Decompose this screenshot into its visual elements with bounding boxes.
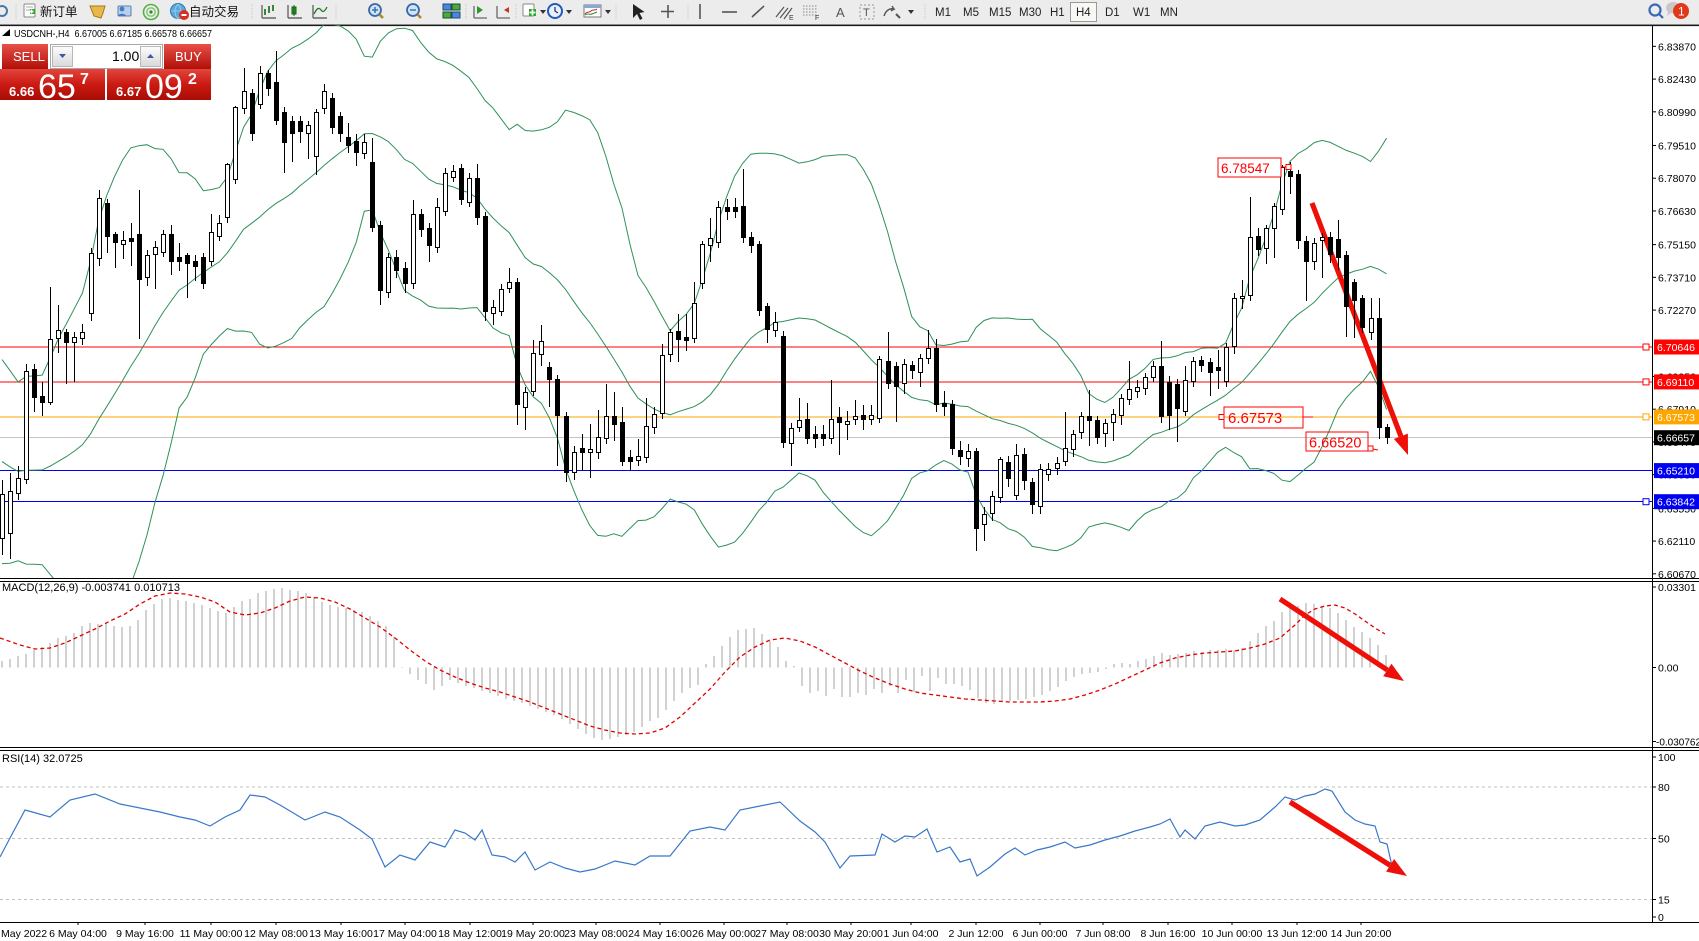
svg-text:6.73710: 6.73710 [1658,272,1696,284]
svg-text:W1: W1 [1133,7,1150,19]
svg-text:6 Jun 00:00: 6 Jun 00:00 [1013,928,1068,940]
svg-text:12 May 08:00: 12 May 08:00 [244,928,308,940]
svg-text:USDCNH-,H4 6.67005 6.67185 6.: USDCNH-,H4 6.67005 6.67185 6.66578 6.666… [14,28,212,40]
svg-text:100: 100 [1658,752,1676,764]
svg-text:15: 15 [1658,895,1670,907]
svg-text:24 May 16:00: 24 May 16:00 [628,928,692,940]
svg-text:M15: M15 [989,7,1011,19]
svg-text:27 May 08:00: 27 May 08:00 [755,928,819,940]
svg-text:M1: M1 [935,7,951,19]
svg-text:14 Jun 20:00: 14 Jun 20:00 [1331,928,1392,940]
svg-text:1 Jun 04:00: 1 Jun 04:00 [884,928,939,940]
svg-text:6 May 04:00: 6 May 04:00 [49,928,107,940]
svg-text:6.62110: 6.62110 [1658,536,1695,548]
svg-text:18 May 12:00: 18 May 12:00 [438,928,502,940]
svg-text:1: 1 [1678,5,1685,19]
svg-text:F: F [815,15,819,22]
svg-text:0.03301: 0.03301 [1658,582,1696,594]
svg-text:80: 80 [1658,782,1670,794]
svg-text:1.00: 1.00 [112,48,139,64]
svg-text:6.69110: 6.69110 [1657,377,1694,389]
svg-text:A: A [836,5,845,20]
svg-text:6.67573: 6.67573 [1228,410,1282,427]
svg-text:6.70646: 6.70646 [1657,342,1695,354]
svg-text:6.76630: 6.76630 [1658,206,1696,218]
svg-text:0: 0 [1658,912,1664,924]
svg-text:65: 65 [38,68,76,106]
svg-text:6.66: 6.66 [9,84,34,99]
svg-text:19 May 20:00: 19 May 20:00 [501,928,565,940]
svg-text:May 2022: May 2022 [1,928,47,940]
svg-text:-0.030762: -0.030762 [1656,738,1699,749]
svg-text:2: 2 [188,71,197,88]
svg-text:6.72270: 6.72270 [1658,305,1696,317]
svg-text:6.67573: 6.67573 [1657,412,1695,424]
svg-text:6.67: 6.67 [116,84,141,99]
svg-text:7: 7 [80,71,89,88]
svg-text:新订单: 新订单 [40,4,78,19]
svg-text:M30: M30 [1019,7,1041,19]
svg-text:T: T [863,7,870,19]
svg-text:6.82430: 6.82430 [1658,74,1696,86]
svg-text:50: 50 [1658,834,1670,846]
svg-text:9 May 16:00: 9 May 16:00 [116,928,174,940]
svg-text:30 May 20:00: 30 May 20:00 [819,928,883,940]
svg-text:6.79510: 6.79510 [1658,140,1696,152]
svg-text:6.78547: 6.78547 [1221,161,1270,176]
svg-text:10 Jun 00:00: 10 Jun 00:00 [1202,928,1263,940]
svg-text:6.65210: 6.65210 [1657,466,1695,478]
svg-text:H4: H4 [1076,7,1091,19]
svg-text:13 Jun 12:00: 13 Jun 12:00 [1267,928,1328,940]
svg-text:6.66520: 6.66520 [1309,436,1361,452]
svg-text:6.78070: 6.78070 [1658,173,1696,185]
svg-text:7 Jun 08:00: 7 Jun 08:00 [1076,928,1131,940]
svg-text:6.83870: 6.83870 [1658,41,1696,53]
svg-text:MACD(12,26,9) -0.003741 0.0107: MACD(12,26,9) -0.003741 0.010713 [2,582,180,594]
svg-text:0.00: 0.00 [1658,663,1679,675]
svg-text:自动交易: 自动交易 [189,4,239,19]
svg-text:6.66657: 6.66657 [1657,433,1695,445]
svg-text:H1: H1 [1050,7,1065,19]
svg-text:M5: M5 [963,7,979,19]
svg-text:RSI(14) 32.0725: RSI(14) 32.0725 [2,753,83,765]
svg-text:13 May 16:00: 13 May 16:00 [309,928,373,940]
svg-text:26 May 00:00: 26 May 00:00 [692,928,756,940]
svg-text:MN: MN [1160,7,1178,19]
svg-text:6.75150: 6.75150 [1658,240,1696,252]
svg-text:BUY: BUY [175,49,202,64]
svg-text:6.60670: 6.60670 [1658,569,1696,581]
svg-text:D1: D1 [1105,7,1120,19]
svg-text:11 May 00:00: 11 May 00:00 [180,928,243,940]
svg-text:6.80990: 6.80990 [1658,107,1696,119]
svg-text:SELL: SELL [13,49,45,64]
svg-text:6.63842: 6.63842 [1657,497,1695,509]
svg-text:17 May 04:00: 17 May 04:00 [373,928,437,940]
svg-text:09: 09 [145,68,183,106]
svg-text:23 May 08:00: 23 May 08:00 [564,928,628,940]
svg-text:E: E [789,15,794,22]
svg-text:8 Jun 16:00: 8 Jun 16:00 [1141,928,1196,940]
svg-text:2 Jun 12:00: 2 Jun 12:00 [949,928,1004,940]
